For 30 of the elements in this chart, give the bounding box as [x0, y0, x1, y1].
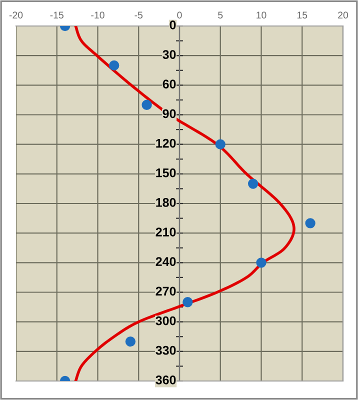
point	[256, 258, 266, 268]
point	[109, 60, 120, 71]
x-tick-label: 15	[297, 12, 308, 19]
point	[142, 100, 152, 110]
x-tick-label: 20	[338, 12, 348, 19]
x-tick-label: -10	[91, 12, 104, 19]
y-tick-label: 60	[162, 80, 176, 89]
point	[182, 297, 193, 308]
x-tick-label: -5	[134, 12, 143, 19]
y-tick-label: 360	[156, 376, 176, 384]
y-tick-label: 300	[156, 316, 176, 326]
y-tick-label: 270	[156, 286, 176, 296]
x-tick-label: 10	[256, 12, 266, 19]
point	[305, 218, 316, 228]
point	[125, 336, 136, 347]
x-tick-label: -15	[50, 12, 64, 19]
y-tick-label: 210	[156, 228, 176, 236]
y-tick-label: 30	[162, 50, 176, 59]
y-tick-label: 150	[156, 168, 176, 178]
y-tick-label: 240	[156, 257, 176, 266]
point	[248, 178, 258, 189]
point	[215, 139, 226, 150]
x-tick-label: 0	[177, 12, 182, 19]
y-tick-label: 90	[162, 109, 176, 118]
y-tick-label: 0	[170, 20, 176, 30]
y-tick-label: 330	[156, 346, 176, 355]
x-tick-label: -20	[9, 12, 23, 19]
x-tick-label: 5	[218, 12, 223, 19]
y-tick-label: 180	[156, 198, 176, 207]
y-tick-label: 120	[156, 138, 176, 148]
